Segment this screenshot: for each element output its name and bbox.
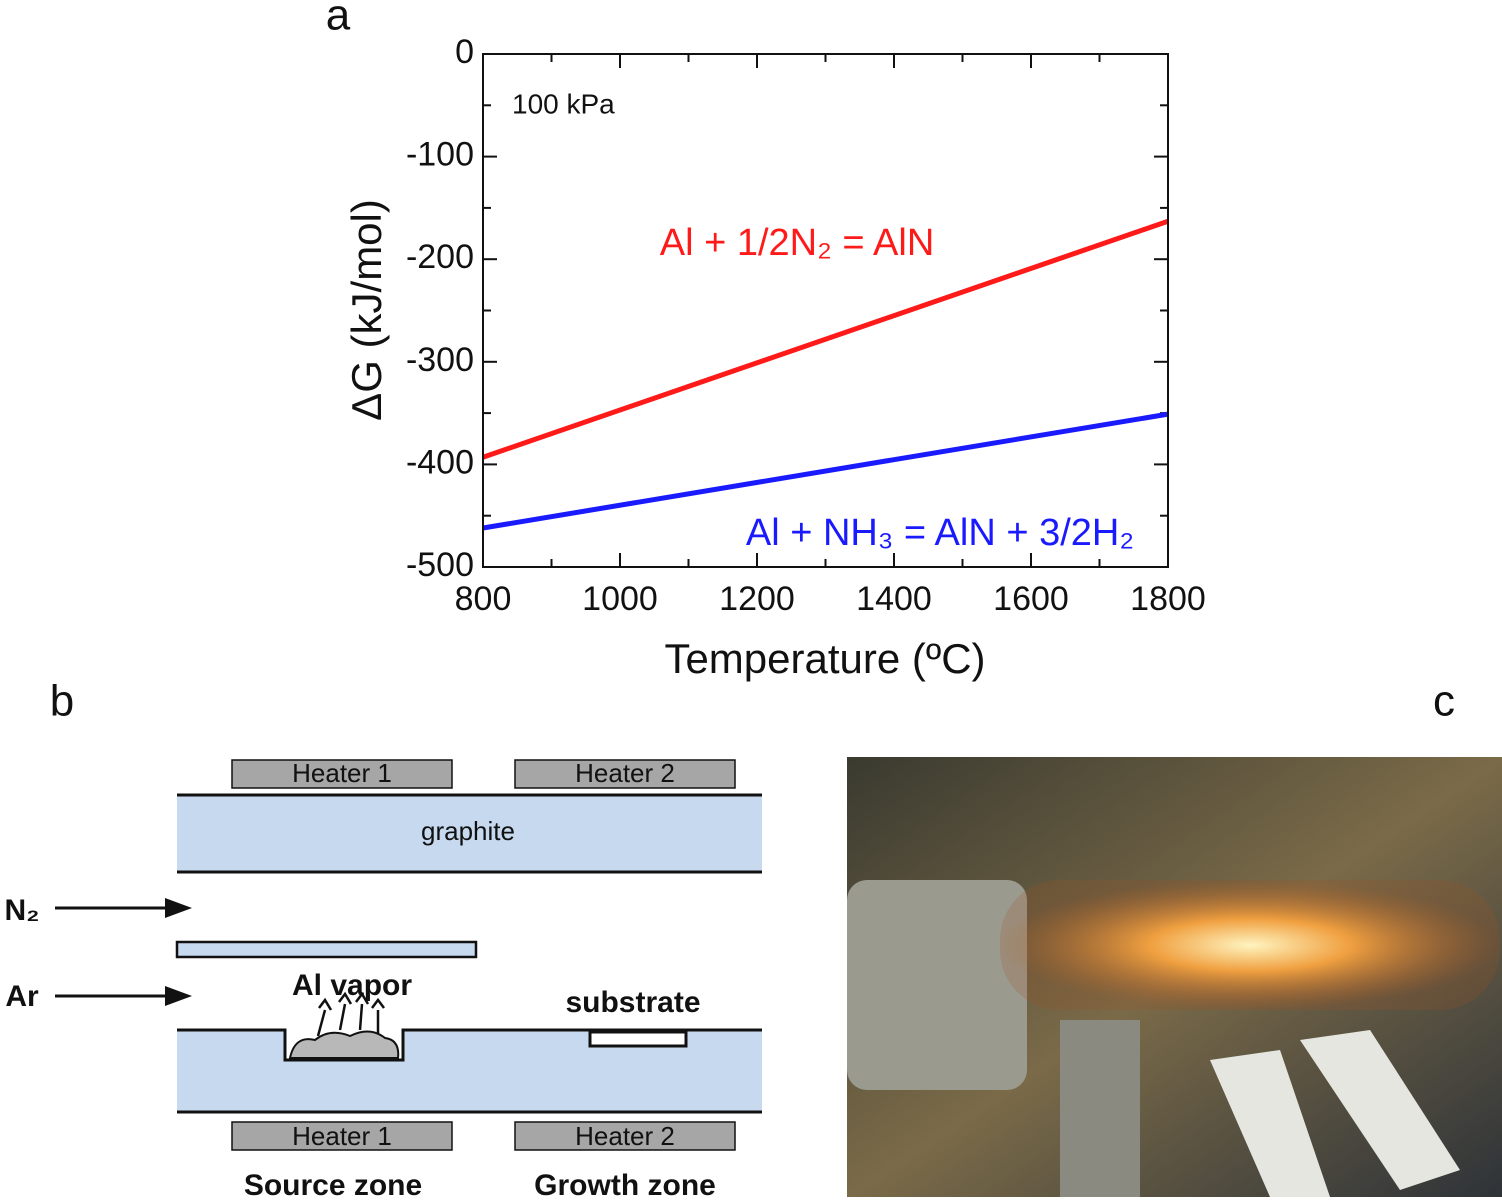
y-tick-label: -400 bbox=[406, 443, 474, 481]
heater-label: Heater 1 bbox=[292, 1121, 392, 1151]
y-axis-label: ΔG (kJ/mol) bbox=[343, 199, 390, 421]
heater-label: Heater 2 bbox=[575, 758, 675, 788]
heater bbox=[514, 1121, 736, 1151]
panel-label: b bbox=[50, 677, 74, 726]
series-label: Al + NH₃ = AlN + 3/2H₂ bbox=[746, 512, 1134, 554]
x-tick-label: 1400 bbox=[856, 580, 932, 618]
substrate bbox=[588, 1030, 688, 1048]
graphite-block bbox=[177, 795, 762, 872]
support bbox=[1060, 1020, 1140, 1197]
annotation: 100 kPa bbox=[512, 88, 615, 119]
gas-label: Ar bbox=[5, 980, 39, 1013]
zone-label: Source zone bbox=[244, 1169, 422, 1202]
heater bbox=[514, 759, 736, 789]
x-tick-label: 1800 bbox=[1130, 580, 1206, 618]
y-tick-label: 0 bbox=[455, 33, 474, 71]
zone-label: Growth zone bbox=[534, 1169, 716, 1202]
arrowhead bbox=[165, 986, 192, 1006]
graphite-block bbox=[177, 1030, 762, 1112]
plate bbox=[175, 940, 478, 959]
substrate-label: substrate bbox=[565, 986, 700, 1019]
series-line bbox=[482, 218, 1169, 460]
panel-label: a bbox=[326, 0, 351, 40]
heater bbox=[231, 1121, 453, 1151]
plot: 800 1000 1200 1400 1600 1800 -500 -400 -300 -200 -… bbox=[406, 33, 1206, 618]
edge bbox=[177, 1028, 762, 1062]
plot-frame bbox=[482, 53, 1169, 568]
arrowhead bbox=[165, 898, 192, 918]
x-tick-label: 1200 bbox=[719, 580, 795, 618]
heater-label: Heater 1 bbox=[292, 758, 392, 788]
al-source bbox=[288, 1030, 400, 1059]
x-tick-label: 1000 bbox=[582, 580, 658, 618]
glowing-tube bbox=[1000, 880, 1500, 1010]
diagram bbox=[55, 759, 762, 1151]
panel-label: c bbox=[1433, 677, 1455, 726]
source-label: Al vapor bbox=[292, 969, 412, 1002]
vapor-arrow bbox=[316, 1003, 380, 1037]
flange bbox=[847, 880, 1027, 1090]
series-label: Al + 1/2N₂ = AlN bbox=[660, 222, 935, 264]
y-tick-label: -200 bbox=[406, 238, 474, 276]
y-tick-label: -500 bbox=[406, 546, 474, 584]
x-axis-label: Temperature (ºC) bbox=[664, 635, 985, 682]
heater-label: Heater 2 bbox=[575, 1121, 675, 1151]
series-line bbox=[482, 411, 1169, 531]
y-tick-label: -300 bbox=[406, 341, 474, 379]
heater bbox=[231, 759, 453, 789]
gas-label: N₂ bbox=[5, 894, 40, 927]
x-tick-label: 1600 bbox=[993, 580, 1069, 618]
photo bbox=[847, 757, 1502, 1197]
x-tick-label: 800 bbox=[455, 580, 512, 618]
cables bbox=[1210, 1030, 1460, 1197]
block-label: graphite bbox=[421, 816, 515, 846]
vapor-arrowhead bbox=[318, 991, 385, 1011]
y-tick-label: -100 bbox=[406, 136, 474, 174]
